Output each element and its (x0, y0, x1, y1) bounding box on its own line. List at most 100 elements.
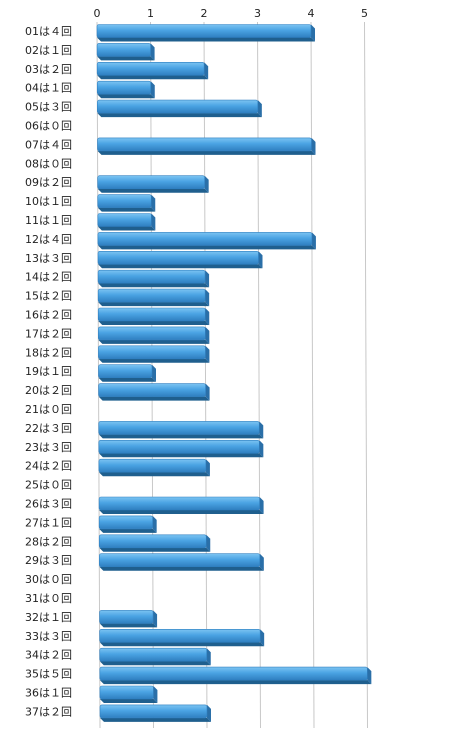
bar-end-face (204, 175, 209, 193)
bar-end-face (259, 553, 264, 571)
category-label: 26は３回 (25, 498, 72, 511)
bar-bottom-face (99, 566, 264, 571)
bar-front (98, 439, 260, 454)
category-label: 30は０回 (25, 573, 72, 586)
bar-bottom-face (98, 434, 264, 439)
bar-front (97, 137, 312, 152)
gridline (310, 21, 315, 729)
bar-bottom-face (97, 56, 155, 61)
bar (97, 137, 316, 155)
bar (97, 269, 210, 288)
category-label: 01は４回 (25, 25, 72, 38)
bar-end-face (260, 629, 265, 647)
category-label: 14は２回 (25, 271, 72, 284)
bar (97, 213, 156, 231)
tick-label: 1 (147, 7, 154, 20)
bar-end-face (205, 289, 210, 307)
bar-front (96, 61, 205, 76)
bar-end-face (205, 270, 210, 288)
bar-bottom-face (99, 680, 372, 685)
bar-end-face (150, 43, 155, 61)
bar-end-face (151, 213, 156, 231)
bar (98, 458, 210, 477)
bar-end-face (204, 62, 209, 80)
tick-label: 5 (361, 7, 368, 20)
bar (97, 232, 316, 250)
bar (97, 99, 262, 118)
bar-bottom-face (98, 283, 210, 288)
bar-bottom-face (98, 321, 210, 325)
category-label: 29は３回 (25, 554, 72, 567)
category-label: 18は２回 (25, 346, 72, 359)
bar-end-face (150, 81, 155, 99)
tick-label: 2 (201, 7, 208, 20)
bar-front (98, 364, 153, 379)
bar-bottom-face (97, 37, 315, 42)
gridline (364, 21, 368, 729)
category-label: 23は３回 (25, 441, 72, 454)
bar-bottom-face (99, 547, 211, 552)
bar (97, 288, 210, 307)
bar (96, 61, 209, 80)
bar (97, 175, 209, 193)
tick-label: 3 (254, 7, 261, 20)
bar-bottom-face (98, 396, 210, 401)
category-label: 31は０回 (25, 592, 72, 605)
bar-end-face (259, 497, 264, 514)
bar-bottom-face (97, 245, 316, 250)
category-labels: 01は４回 02は１回 03は２回 04は１回 05は３回 06は０回 07は４回 08は０回… (25, 25, 72, 718)
category-label: 19は１回 (25, 365, 72, 378)
bar-end-face (152, 515, 157, 533)
bar (99, 610, 158, 628)
bar-front (97, 175, 205, 189)
bar-front (96, 43, 151, 57)
bar-bottom-face (97, 94, 155, 99)
bar-end-face (205, 383, 210, 401)
bar-bottom-face (99, 642, 265, 647)
bar-end-face (207, 704, 211, 722)
bar-end-face (152, 364, 156, 382)
bar-front (96, 80, 152, 95)
category-label: 02は１回 (25, 44, 72, 57)
category-label: 32は１回 (25, 611, 72, 624)
bar (99, 666, 372, 685)
bar-bottom-face (97, 75, 209, 80)
bar-end-face (205, 326, 210, 344)
bar (98, 496, 264, 514)
bar-front (97, 99, 259, 114)
bar (97, 307, 210, 325)
bar-end-face (205, 345, 210, 363)
bar-bottom-face (98, 264, 263, 269)
bar-bottom-face (98, 302, 210, 307)
category-label: 10は１回 (25, 195, 72, 208)
bar-front (98, 421, 260, 435)
gridline (203, 21, 208, 729)
bar-bottom-face (98, 472, 210, 477)
category-label: 03は２回 (25, 63, 72, 76)
bar (99, 704, 211, 722)
bar-end-face (311, 24, 315, 42)
bar (99, 685, 158, 703)
tick-label: 4 (308, 7, 315, 20)
bar-front (98, 458, 207, 473)
bar-end-face (257, 100, 262, 118)
bar-front (99, 553, 261, 568)
bar-front (98, 534, 207, 549)
category-label: 20は２回 (25, 384, 72, 397)
tick-label: 0 (94, 7, 101, 20)
bar-front (97, 194, 152, 208)
bar-front (99, 704, 208, 719)
bar-bottom-face (97, 207, 156, 212)
category-label: 36は１回 (25, 687, 72, 700)
bar-end-face (311, 232, 316, 250)
category-label: 13は３回 (25, 252, 72, 265)
bar-front (97, 288, 206, 303)
bar-bottom-face (97, 150, 316, 155)
bar (98, 345, 210, 363)
bar (97, 194, 156, 212)
bar-bottom-face (100, 717, 211, 722)
bar-front (99, 685, 154, 700)
bar (98, 515, 157, 533)
category-label: 08は０回 (25, 157, 72, 170)
